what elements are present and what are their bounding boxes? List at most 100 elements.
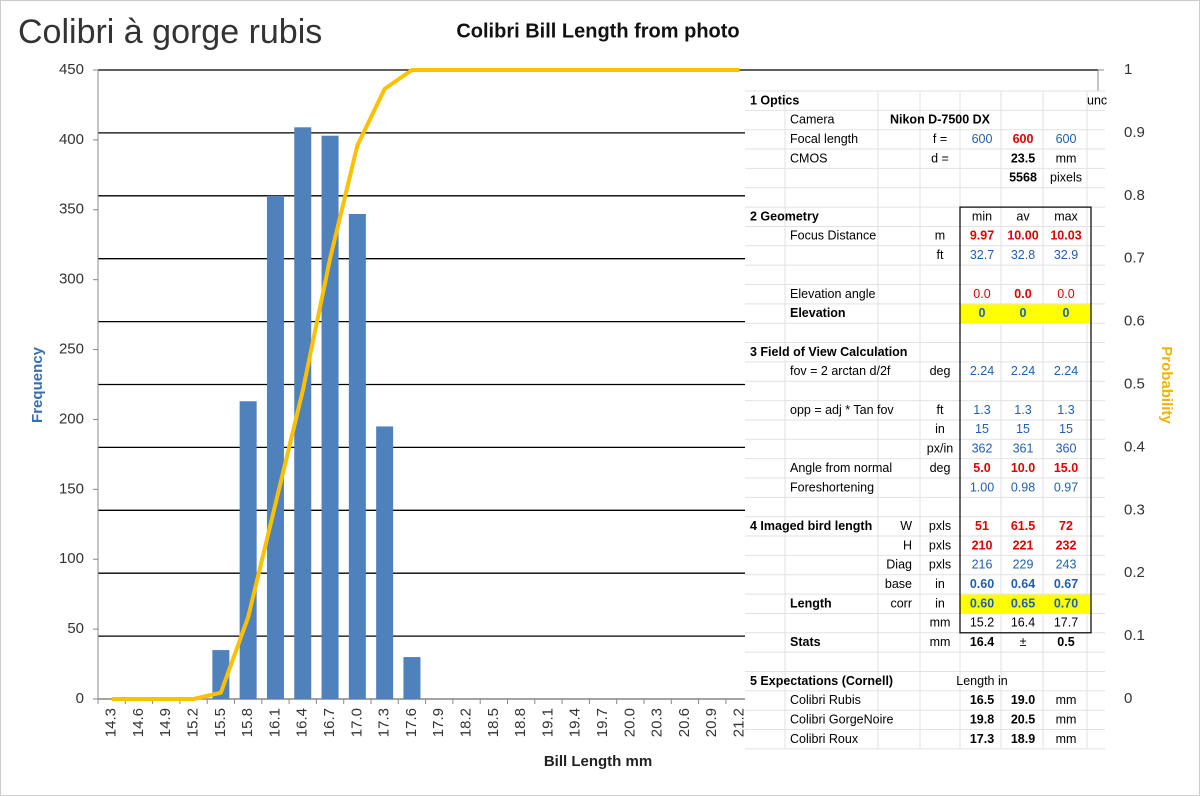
- x-tick-label: 15.8: [239, 708, 256, 737]
- table-cell: 32.8: [1011, 248, 1035, 262]
- y2-axis-title: Probability: [1158, 346, 1175, 424]
- table-cell: mm: [1056, 712, 1077, 726]
- table-cell: mm: [1056, 151, 1077, 165]
- bar: [348, 213, 366, 699]
- table-cell: in: [935, 422, 945, 436]
- table-cell: ft: [937, 248, 944, 262]
- table-cell: deg: [930, 461, 951, 475]
- table-cell: 243: [1056, 558, 1077, 572]
- table-cell: pxls: [929, 519, 951, 533]
- bar: [321, 135, 339, 699]
- table-cell: ±: [1020, 635, 1027, 649]
- table-cell: 5.0: [973, 461, 990, 475]
- y2-tick-label: 0.5: [1124, 375, 1145, 392]
- table-cell: ft: [937, 403, 944, 417]
- bar: [239, 401, 257, 699]
- table-cell: 18.9: [1011, 732, 1035, 746]
- y2-tick-label: 0.4: [1124, 438, 1145, 455]
- table-cell: 0.60: [970, 577, 994, 591]
- table-cell: 210: [972, 538, 993, 552]
- table-cell: 0.60: [970, 596, 994, 610]
- table-cell: 2.24: [1054, 364, 1078, 378]
- y-axis-title: Frequency: [29, 346, 46, 423]
- bar: [376, 426, 394, 699]
- x-tick-label: 20.6: [676, 708, 693, 737]
- table-cell: H: [903, 538, 912, 552]
- table-cell: max: [1054, 209, 1078, 223]
- table-cell: m: [935, 229, 945, 243]
- table-cell: 0.0: [1057, 287, 1074, 301]
- bar: [294, 127, 312, 699]
- highlight: [960, 304, 1091, 324]
- y-tick-label: 250: [59, 341, 84, 358]
- table-cell: Length in: [956, 674, 1007, 688]
- y2-tick-label: 1: [1124, 61, 1132, 78]
- table-cell: 15: [975, 422, 989, 436]
- x-tick-label: 20.9: [703, 708, 720, 737]
- table-cell: 1.00: [970, 480, 994, 494]
- table-cell: 0.70: [1054, 596, 1078, 610]
- x-tick-label: 18.2: [458, 708, 475, 737]
- x-tick-label: 18.8: [512, 708, 529, 737]
- table-cell: 19.0: [1011, 693, 1035, 707]
- y-tick-label: 50: [67, 620, 84, 637]
- table-cell: corr: [890, 596, 912, 610]
- table-cell: 221: [1013, 538, 1034, 552]
- table-cell: 2.24: [1011, 364, 1035, 378]
- table-cell: 216: [972, 558, 993, 572]
- table-cell: Focus Distance: [790, 229, 876, 243]
- x-tick-label: 20.0: [621, 708, 638, 737]
- table-cell: 32.7: [970, 248, 994, 262]
- table-cell: px/in: [927, 442, 953, 456]
- x-tick-label: 17.3: [376, 708, 393, 737]
- x-tick-label: 19.7: [594, 708, 611, 737]
- range-box: [959, 206, 1092, 634]
- x-tick-label: 19.4: [567, 708, 584, 737]
- table-cell: 232: [1056, 538, 1077, 552]
- table-cell: 0: [1063, 306, 1070, 320]
- x-tick-label: 16.4: [294, 708, 311, 737]
- x-tick-label: 14.9: [157, 708, 174, 737]
- y2-tick-label: 0.2: [1124, 564, 1145, 581]
- y2-tick-label: 0.3: [1124, 501, 1145, 518]
- y2-tick-label: 0.8: [1124, 187, 1145, 204]
- cdf-line: [111, 68, 740, 701]
- table-cell: 1 Optics: [750, 93, 799, 107]
- table-cell: 0.65: [1011, 596, 1035, 610]
- table-cell: 600: [1056, 132, 1077, 146]
- table-cell: Colibri Roux: [790, 732, 859, 746]
- table-cell: Angle from normal: [790, 461, 892, 475]
- table-cell: 32.9: [1054, 248, 1078, 262]
- table-cell: Colibri GorgeNoire: [790, 712, 894, 726]
- x-tick-label: 17.9: [430, 708, 447, 737]
- table-cell: Length: [790, 596, 832, 610]
- table-cell: 361: [1013, 442, 1034, 456]
- table-cell: min: [972, 209, 992, 223]
- table-cell: 19.8: [970, 712, 994, 726]
- table-cell: 362: [972, 442, 993, 456]
- table-cell: 10.00: [1007, 229, 1038, 243]
- table-cell: 4 Imaged bird length: [750, 519, 872, 533]
- table-cell: 17.7: [1054, 616, 1078, 630]
- table-cell: 0.0: [1014, 287, 1031, 301]
- table-cell: Elevation: [790, 306, 846, 320]
- table-cell: Camera: [790, 113, 835, 127]
- table-cell: 0: [979, 306, 986, 320]
- table-cell: 0.5: [1057, 635, 1074, 649]
- table-cell: 0: [1020, 306, 1027, 320]
- table-cell: d =: [931, 151, 949, 165]
- y2-tick-label: 0.7: [1124, 250, 1145, 267]
- x-tick-label: 16.1: [266, 708, 283, 737]
- table-cell: 1.3: [973, 403, 990, 417]
- table-cell: pxls: [929, 538, 951, 552]
- y-tick-label: 200: [59, 410, 84, 427]
- table-cell: 0.64: [1011, 577, 1035, 591]
- table-cell: 20.5: [1011, 712, 1035, 726]
- heading: Colibri à gorge rubis: [18, 13, 322, 51]
- table-cell: 9.97: [970, 229, 994, 243]
- table-cell: 360: [1056, 442, 1077, 456]
- table-cell: 0.0: [973, 287, 990, 301]
- table-cell: 5568: [1009, 171, 1037, 185]
